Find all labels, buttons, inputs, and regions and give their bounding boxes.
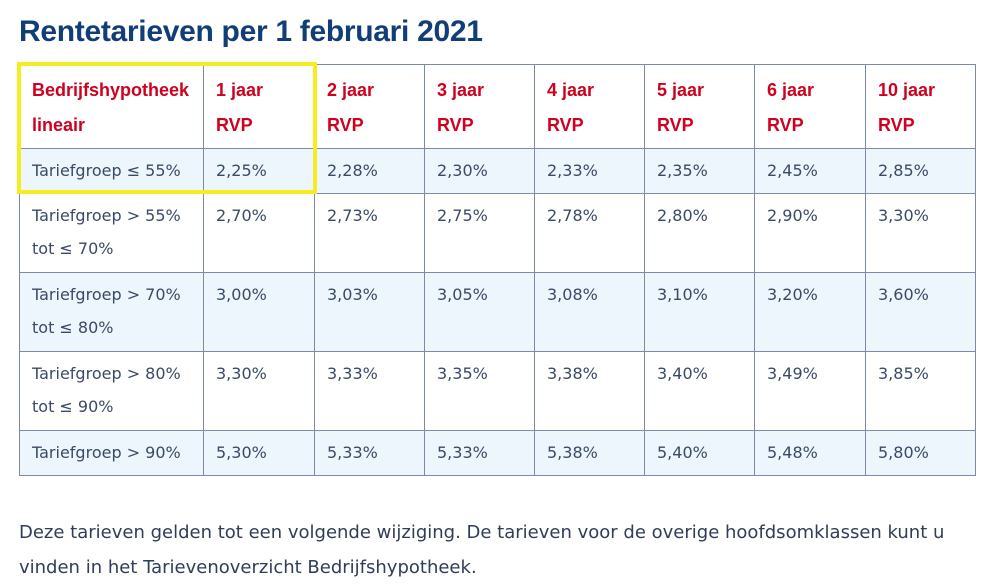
rate-cell: 5,33% (424, 430, 535, 476)
rate-cell: 3,40% (644, 351, 755, 431)
tariefgroep-cell: Tariefgroep ≤ 55% (19, 148, 204, 194)
rate-cell: 3,85% (865, 351, 976, 431)
rate-cell: 3,08% (534, 272, 645, 352)
rate-cell: 2,28% (314, 148, 425, 194)
column-header-product: Bedrijfshypotheek lineair (19, 64, 204, 149)
rate-cell: 3,05% (424, 272, 535, 352)
column-header-2-jaar: 2 jaar RVP (314, 64, 425, 149)
rate-cell: 3,38% (534, 351, 645, 431)
table-row: Tariefgroep > 70% tot ≤ 80% 3,00% 3,03% 3… (19, 272, 976, 352)
rate-cell: 2,25% (203, 148, 315, 194)
table-row: Tariefgroep > 55% tot ≤ 70% 2,70% 2,73% 2… (19, 193, 976, 273)
rate-cell: 3,00% (203, 272, 315, 352)
rate-cell: 2,90% (754, 193, 866, 273)
column-header-5-jaar: 5 jaar RVP (644, 64, 755, 149)
tariefgroep-cell: Tariefgroep > 70% tot ≤ 80% (19, 272, 204, 352)
rate-cell: 5,33% (314, 430, 425, 476)
rate-cell: 5,38% (534, 430, 645, 476)
table-row: Tariefgroep > 90% 5,30% 5,33% 5,33% 5,38… (19, 430, 976, 476)
rate-cell: 2,30% (424, 148, 535, 194)
rate-cell: 3,49% (754, 351, 866, 431)
rate-cell: 2,78% (534, 193, 645, 273)
rate-cell: 3,03% (314, 272, 425, 352)
rate-cell: 3,30% (865, 193, 976, 273)
rate-cell: 5,40% (644, 430, 755, 476)
footnote-text: Deze tarieven gelden tot een volgende wi… (19, 522, 945, 578)
rate-cell: 5,30% (203, 430, 315, 476)
table-row: Tariefgroep > 80% tot ≤ 90% 3,30% 3,33% 3… (19, 351, 976, 431)
page-title: Rentetarieven per 1 februari 2021 (19, 15, 483, 48)
tariefgroep-cell: Tariefgroep > 90% (19, 430, 204, 476)
rate-cell: 3,30% (203, 351, 315, 431)
column-header-6-jaar: 6 jaar RVP (754, 64, 866, 149)
rate-cell: 3,35% (424, 351, 535, 431)
tarievenoverzicht-link[interactable]: Tarievenoverzicht Bedrijfshypotheek (143, 557, 471, 578)
rate-cell: 2,80% (644, 193, 755, 273)
rate-cell: 3,60% (865, 272, 976, 352)
rate-cell: 2,33% (534, 148, 645, 194)
rate-cell: 2,85% (865, 148, 976, 194)
rate-cell: 2,35% (644, 148, 755, 194)
column-header-1-jaar: 1 jaar RVP (203, 64, 315, 149)
rate-cell: 3,33% (314, 351, 425, 431)
rate-cell: 2,75% (424, 193, 535, 273)
rate-cell: 2,70% (203, 193, 315, 273)
rate-cell: 3,20% (754, 272, 866, 352)
footnote-end: . (470, 557, 477, 578)
column-header-3-jaar: 3 jaar RVP (424, 64, 535, 149)
rate-cell: 2,45% (754, 148, 866, 194)
table-row: Tariefgroep ≤ 55% 2,25% 2,28% 2,30% 2,33… (19, 148, 976, 194)
column-header-10-jaar: 10 jaar RVP (865, 64, 976, 149)
table-header-row: Bedrijfshypotheek lineair 1 jaar RVP 2 jaa… (19, 64, 976, 149)
tariefgroep-cell: Tariefgroep > 80% tot ≤ 90% (19, 351, 204, 431)
rate-cell: 3,10% (644, 272, 755, 352)
column-header-4-jaar: 4 jaar RVP (534, 64, 645, 149)
footnote: Deze tarieven gelden tot een volgende wi… (19, 515, 979, 585)
rate-cell: 2,73% (314, 193, 425, 273)
rate-cell: 5,80% (865, 430, 976, 476)
rate-cell: 5,48% (754, 430, 866, 476)
rates-table: Bedrijfshypotheek lineair 1 jaar RVP 2 jaa… (19, 64, 976, 476)
tariefgroep-cell: Tariefgroep > 55% tot ≤ 70% (19, 193, 204, 273)
